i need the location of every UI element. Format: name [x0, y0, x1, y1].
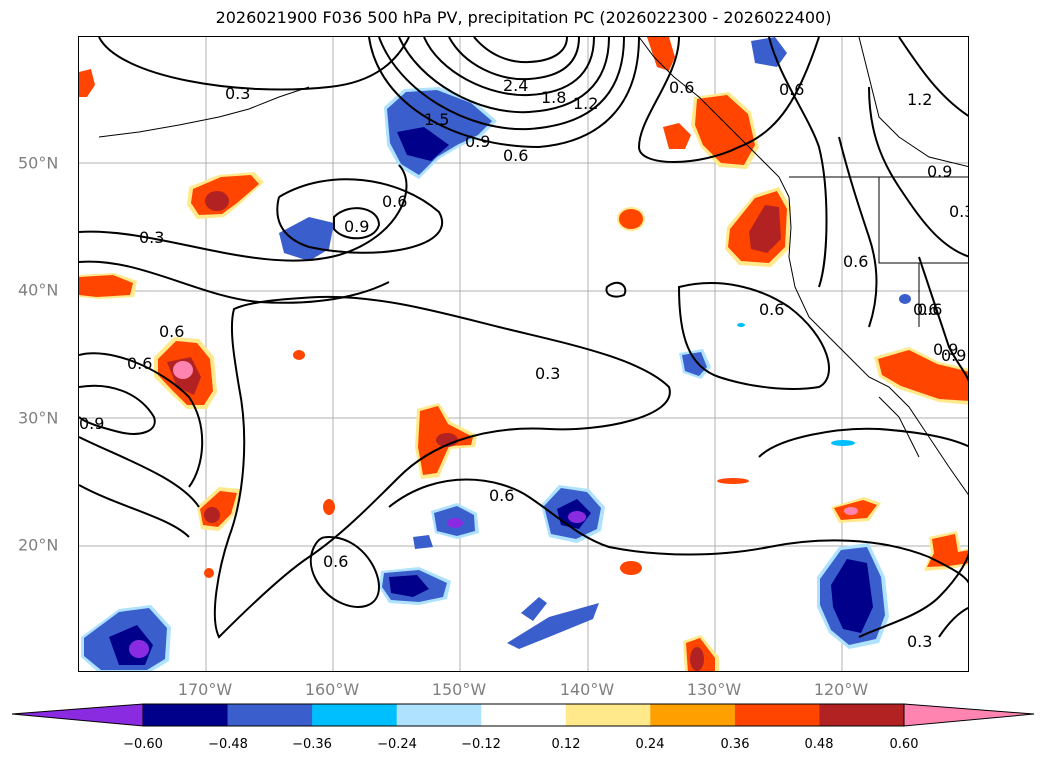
map-title: 2026021900 F036 500 hPa PV, precipitatio…: [215, 8, 832, 27]
colorbar-segments: [12, 704, 1034, 726]
contour-label: 0.3: [907, 632, 932, 651]
contour-label: 0.6: [913, 300, 938, 319]
contour-label: 0.6: [843, 252, 868, 271]
precip-neg-tiny: [737, 294, 911, 446]
contour-label: 2.4: [503, 76, 528, 95]
colorbar-tick-label: 0.12: [551, 737, 581, 752]
contour-label: 0.9: [941, 346, 966, 365]
lat-label-40n: 40°N: [18, 280, 59, 300]
precip-blob-top-center: [647, 37, 675, 71]
contour-label: 1.8: [541, 88, 566, 107]
colorbar-tick-label: 0.60: [889, 737, 919, 752]
contour-label: 0.9: [344, 217, 369, 236]
precip-neg-offshore: [679, 349, 711, 379]
map-canvas: 0.3 0.3 0.6 0.9 0.6 0.9 1.2 1.8 2.4 1.5 …: [79, 37, 969, 671]
precip-blob-small-offshore: [617, 207, 645, 231]
precip-blob-coast-small-n: [663, 123, 691, 149]
precip-neg-small: [413, 535, 433, 549]
contour-label: 0.6: [159, 322, 184, 341]
contour-label: 1.2: [907, 90, 932, 109]
precip-neg-west: [279, 217, 334, 261]
colorbar-segment: [396, 704, 482, 726]
colorbar-tick-label: 0.24: [635, 737, 665, 752]
precip-blob-dots: [204, 350, 749, 578]
precip-neg-center-left: [431, 503, 479, 539]
coastlines: [98, 37, 968, 496]
precip-neg-top-right: [751, 37, 787, 67]
map-panel: 0.3 0.3 0.6 0.9 0.6 0.9 1.2 1.8 2.4 1.5 …: [78, 36, 969, 672]
contour-label: 0.6: [503, 146, 528, 165]
precip-negative: [81, 37, 911, 671]
precip-blob-coast-mid: [725, 187, 791, 267]
colorbar-segment: [12, 704, 143, 726]
contour-label: 0.6: [382, 192, 407, 211]
precip-blob-sw-small: [197, 487, 241, 531]
contour-label: 0.3: [139, 228, 164, 247]
lon-label-160w: 160°W: [304, 680, 360, 699]
colorbar-tick-label: −0.36: [292, 737, 332, 752]
contour-label: 0.6: [323, 552, 348, 571]
precip-neg-sw: [81, 605, 171, 671]
contour-label: 0.6: [779, 80, 804, 99]
colorbar-segment: [565, 704, 651, 726]
precip-neg-se: [817, 543, 889, 649]
colorbar-tick-label: −0.60: [123, 737, 163, 752]
contour-label: 0.9: [79, 414, 104, 433]
lon-label-130w: 130°W: [686, 680, 742, 699]
lat-label-50n: 50°N: [18, 153, 59, 173]
lat-label-30n: 30°N: [18, 408, 59, 428]
contour-label: 0.3: [535, 364, 560, 383]
contour-label: 0.3: [949, 202, 969, 221]
precip-blob-coast-north: [691, 92, 759, 169]
colorbar-segment: [312, 704, 398, 726]
lat-label-20n: 20°N: [18, 535, 59, 555]
lon-label-150w: 150°W: [431, 680, 487, 699]
colorbar-segment: [143, 704, 229, 726]
precip-neg-south: [379, 567, 451, 605]
precip-neg-alaska: [384, 87, 497, 179]
colorbar-tick-label: 0.48: [804, 737, 834, 752]
contour-label: 0.6: [669, 78, 694, 97]
precip-blob-se: [831, 497, 881, 523]
contour-label: 0.9: [465, 132, 490, 151]
colorbar-tick-label: −0.48: [208, 737, 248, 752]
contour-label: 0.6: [759, 300, 784, 319]
colorbar: [11, 703, 1035, 727]
precip-blob-bottom: [683, 635, 719, 671]
colorbar-segment: [481, 704, 567, 726]
precip-blob-socal: [874, 347, 968, 405]
colorbar-segment: [904, 704, 1034, 726]
contour-label-group: 0.3 0.3 0.6 0.9 0.6 0.9 1.2 1.8 2.4 1.5 …: [79, 76, 969, 651]
colorbar-tick-label: −0.24: [377, 737, 417, 752]
precip-neg-strip: [507, 597, 599, 649]
precip-blob-west-edge: [79, 273, 137, 299]
contour-label: 0.9: [933, 340, 958, 359]
contour-label: 0.6: [917, 300, 942, 319]
pv-contours: [79, 37, 968, 639]
precip-neg-center: [541, 485, 605, 543]
colorbar-segment: [650, 704, 736, 726]
contour-label: 0.9: [927, 162, 952, 181]
colorbar-segment: [734, 704, 820, 726]
colorbar-tick-label: −0.12: [461, 737, 501, 752]
colorbar-tick-label: 0.36: [720, 737, 750, 752]
contour-label: 0.6: [127, 354, 152, 373]
colorbar-segment: [819, 704, 905, 726]
precip-blob-nw: [187, 172, 264, 219]
precip-blob-central: [415, 403, 477, 479]
contour-label: 0.6: [489, 486, 514, 505]
contour-label: 1.5: [424, 110, 449, 129]
precip-blob-west-top: [79, 69, 95, 97]
colorbar-extend-right: [903, 703, 1035, 727]
lon-label-140w: 140°W: [559, 680, 615, 699]
lon-label-120w: 120°W: [813, 680, 869, 699]
contour-label: 0.3: [225, 84, 250, 103]
precip-blob-sw: [154, 337, 217, 409]
contour-label: 1.2: [573, 94, 598, 113]
lon-label-170w: 170°W: [177, 680, 233, 699]
colorbar-segment: [227, 704, 313, 726]
